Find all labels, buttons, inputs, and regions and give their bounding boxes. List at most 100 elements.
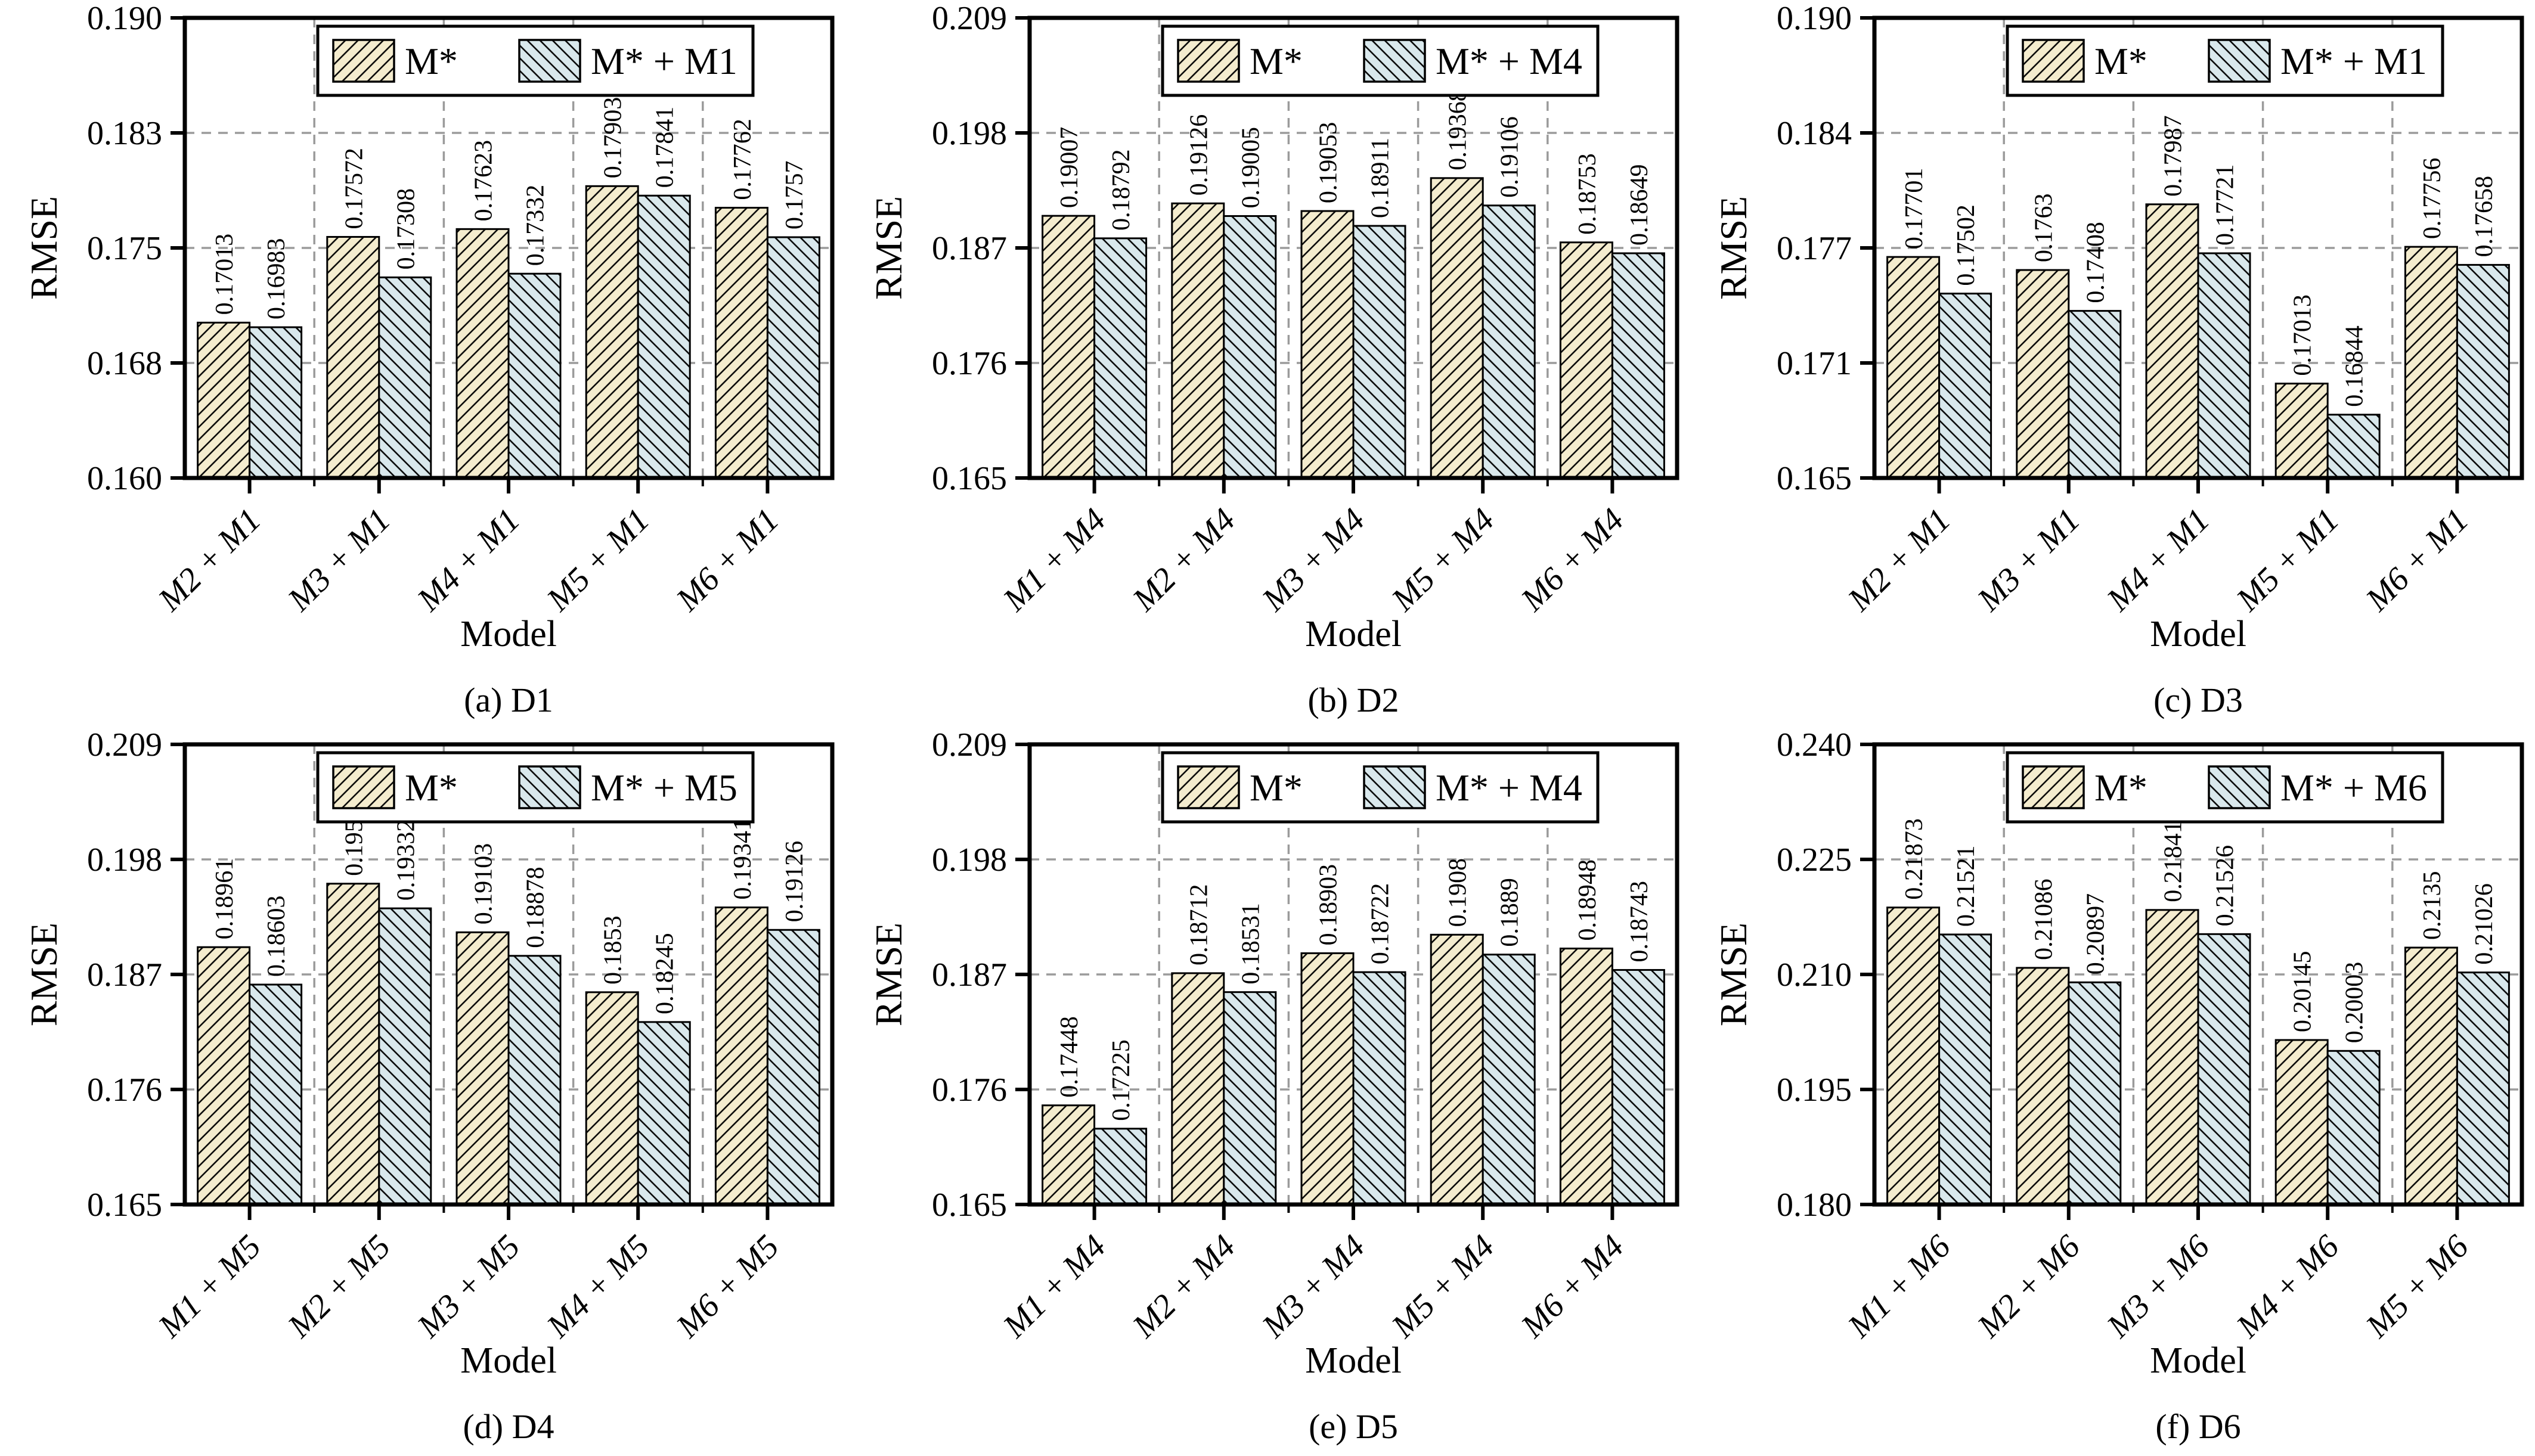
bar-value-label: 0.18961 xyxy=(211,858,238,940)
x-tick-label: M6 + M1 xyxy=(2359,501,2476,619)
bar-value-label: 0.18531 xyxy=(1237,903,1265,985)
y-tick-label: 0.190 xyxy=(87,0,162,37)
legend-label: M* xyxy=(2094,40,2147,82)
bar-M2+M1-M* xyxy=(197,321,251,479)
bar-M2+M4-M*+M4 xyxy=(1223,215,1277,479)
bar-M6+M5-M*+M5 xyxy=(766,929,820,1206)
legend-swatch-m-star-plus xyxy=(2208,765,2271,809)
bar-value-label: 0.17502 xyxy=(1953,204,1980,286)
bar-M1+M6-M* xyxy=(1886,906,1941,1206)
x-axis: M1 + M4 M2 + M4 M3 + M4 M5 + M4 M6 + M4 xyxy=(996,478,1631,619)
chart-a-svg: 0.17013 0.16983 0.17572 0.17308 0.17623 0.173… xyxy=(23,0,835,719)
y-tick-label: 0.210 xyxy=(1777,957,1852,994)
bar-M4+M1-M* xyxy=(455,228,510,479)
x-axis-title: Model xyxy=(460,614,557,654)
subplot-caption: (e) D5 xyxy=(1309,1407,1398,1446)
bar-value-label: 0.21526 xyxy=(2212,845,2239,927)
bar-M2+M4-M* xyxy=(1171,972,1225,1206)
y-axis: 0.165 0.176 0.187 0.198 0.209 xyxy=(87,727,185,1224)
legend-label: M* + M5 xyxy=(591,766,737,809)
x-tick-label: M1 + M4 xyxy=(996,501,1113,619)
y-tick-label: 0.198 xyxy=(87,842,162,878)
legend-label: M* + M1 xyxy=(2280,40,2427,82)
legend: M* M* + M5 xyxy=(316,751,755,824)
bar-value-label: 0.19126 xyxy=(1185,114,1213,196)
legend-label: M* xyxy=(2094,766,2147,809)
bar-M1+M5-M*+M5 xyxy=(249,983,303,1206)
x-axis-title: Model xyxy=(2150,614,2246,654)
legend-label: M* xyxy=(1250,766,1303,809)
bars: 0.17701 0.17502 0.1763 0.17408 0.17987 0.1772… xyxy=(1886,115,2510,479)
bar-value-label: 0.1908 xyxy=(1445,858,1472,927)
bar-value-label: 0.17701 xyxy=(1901,168,1928,250)
x-tick-label: M5 + M1 xyxy=(540,501,657,619)
bar-value-label: 0.19368 xyxy=(1445,89,1472,170)
bar-M3+M4-M*+M4 xyxy=(1352,971,1406,1206)
bar-value-label: 0.17408 xyxy=(2082,222,2109,303)
legend-label: M* + M4 xyxy=(1436,40,1582,82)
x-tick-label: M4 + M6 xyxy=(2229,1228,2347,1345)
chart-b-d2: 0.19007 0.18792 0.19126 0.19005 0.19053 0.189… xyxy=(845,0,1690,727)
x-axis-title: Model xyxy=(1305,614,1402,654)
bar-value-label: 0.17225 xyxy=(1108,1039,1135,1121)
y-tick-label: 0.187 xyxy=(932,957,1007,994)
bar-value-label: 0.18948 xyxy=(1574,859,1601,941)
bar-value-label: 0.19106 xyxy=(1496,116,1524,198)
bar-M1+M4-M*+M4 xyxy=(1093,1128,1148,1206)
bar-M3+M4-M*+M4 xyxy=(1352,225,1406,479)
bar-value-label: 0.18753 xyxy=(1574,153,1601,235)
bar-value-label: 0.18649 xyxy=(1626,164,1653,246)
bar-value-label: 0.17903 xyxy=(600,97,627,179)
y-tick-label: 0.240 xyxy=(1777,727,1852,763)
legend-label: M* + M1 xyxy=(591,40,737,82)
bar-M4+M6-M* xyxy=(2274,1039,2329,1206)
y-axis: 0.165 0.176 0.187 0.198 0.209 xyxy=(932,727,1030,1224)
bar-M5+M4-M* xyxy=(1430,177,1484,479)
legend-label: M* + M4 xyxy=(1436,766,1582,809)
bar-M3+M1-M*+M1 xyxy=(2068,310,2122,479)
bar-M2+M6-M*+M6 xyxy=(2068,981,2122,1206)
x-axis: M1 + M6 M2 + M6 M3 + M6 M4 + M6 M5 + M6 xyxy=(1840,1204,2476,1345)
bar-M5+M1-M* xyxy=(2274,383,2329,479)
subplot-caption: (c) D3 xyxy=(2153,681,2243,719)
bar-M2+M1-M*+M1 xyxy=(1938,293,1992,479)
bar-M5+M6-M* xyxy=(2404,946,2458,1206)
y-tick-label: 0.168 xyxy=(87,345,162,382)
y-tick-label: 0.190 xyxy=(1777,0,1852,37)
x-tick-label: M3 + M4 xyxy=(1255,1228,1372,1345)
bar-M5+M4-M* xyxy=(1430,933,1484,1206)
y-tick-label: 0.198 xyxy=(932,115,1007,152)
bar-value-label: 0.1763 xyxy=(2030,194,2057,263)
y-tick-label: 0.183 xyxy=(87,115,162,152)
chart-e-d5: 0.17448 0.17225 0.18712 0.18531 0.18903 0.187… xyxy=(845,727,1690,1453)
x-tick-label: M6 + M1 xyxy=(669,501,786,619)
x-tick-label: M1 + M5 xyxy=(151,1228,268,1345)
bar-M2+M1-M* xyxy=(1886,256,1941,479)
bars: 0.19007 0.18792 0.19126 0.19005 0.19053 0.189… xyxy=(1042,89,1665,479)
bar-value-label: 0.18722 xyxy=(1367,883,1394,965)
y-tick-label: 0.187 xyxy=(932,230,1007,267)
y-tick-label: 0.176 xyxy=(932,345,1007,382)
legend: M* M* + M1 xyxy=(2006,24,2444,97)
bar-M2+M4-M*+M4 xyxy=(1223,991,1277,1206)
chart-c-svg: 0.17701 0.17502 0.1763 0.17408 0.17987 0.1772… xyxy=(1712,0,2524,719)
bar-M3+M4-M* xyxy=(1300,210,1355,479)
y-axis: 0.180 0.195 0.210 0.225 0.240 xyxy=(1777,727,1874,1224)
bar-M5+M1-M*+M1 xyxy=(637,194,691,479)
y-tick-label: 0.187 xyxy=(87,957,162,994)
x-tick-label: M4 + M1 xyxy=(2100,501,2217,619)
bar-value-label: 0.17308 xyxy=(392,188,420,270)
bar-M1+M4-M* xyxy=(1042,215,1096,479)
bar-M6+M4-M*+M4 xyxy=(1611,968,1665,1206)
x-tick-label: M3 + M1 xyxy=(280,501,398,619)
bar-value-label: 0.17013 xyxy=(2289,294,2317,376)
bar-M3+M4-M* xyxy=(1300,952,1355,1206)
bars: 0.17448 0.17225 0.18712 0.18531 0.18903 0.187… xyxy=(1042,858,1665,1206)
y-tick-label: 0.209 xyxy=(932,727,1007,763)
bar-value-label: 0.18911 xyxy=(1367,138,1394,218)
x-tick-label: M5 + M6 xyxy=(2359,1228,2476,1345)
bar-M3+M6-M* xyxy=(2145,909,2199,1206)
bar-M4+M6-M*+M6 xyxy=(2326,1050,2381,1206)
bar-M5+M4-M*+M4 xyxy=(1482,204,1536,479)
